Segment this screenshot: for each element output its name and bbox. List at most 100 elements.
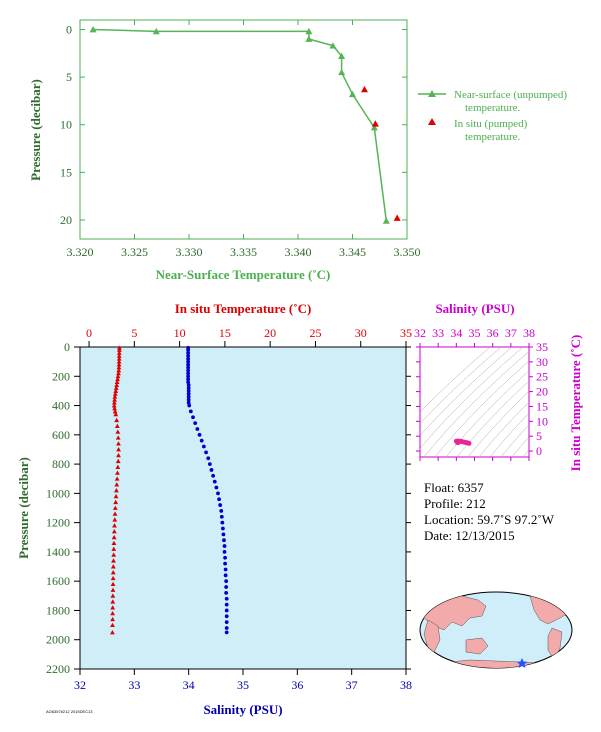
float-number: Float: 6357	[424, 480, 484, 495]
pressure-tick-label: 2200	[46, 662, 70, 676]
temperature-point	[111, 540, 117, 546]
top-y-tick-label: 20	[60, 213, 72, 227]
ts-y-tick-label: 15	[536, 399, 548, 413]
temperature-point	[116, 362, 122, 367]
top-y-tick-label: 15	[60, 165, 72, 179]
density-contour	[445, 370, 529, 457]
ts-x-tick-label: 37	[505, 326, 517, 340]
density-contour	[434, 360, 529, 457]
temperature-tick-label: 0	[86, 326, 92, 340]
salinity-point	[195, 427, 200, 431]
temperature-point	[110, 587, 116, 592]
unpumped-temperature-point	[329, 42, 337, 49]
salinity-tick-label: 34	[183, 678, 195, 692]
salinity-point	[223, 573, 228, 578]
pumped-temperature-point	[371, 120, 379, 127]
temperature-point	[114, 488, 119, 493]
salinity-point	[220, 526, 225, 531]
top-x-tick-label: 3.325	[121, 245, 148, 259]
temperature-ticks: 0 5 10 15 20 25 30 35	[86, 326, 412, 347]
temperature-point	[114, 423, 120, 428]
top-x-tick-label: 3.350	[394, 245, 421, 259]
temperature-point	[116, 441, 121, 446]
salinity-tick-label: 33	[128, 678, 140, 692]
pumped-temperature-point	[393, 214, 401, 221]
salinity-point	[186, 348, 191, 352]
salinity-point	[224, 614, 229, 619]
pressure-tick-label: 2000	[46, 633, 70, 647]
temperature-point	[115, 373, 121, 379]
salinity-point	[224, 596, 229, 601]
salinity-point	[188, 409, 193, 414]
top-x-tick-label: 3.340	[285, 245, 312, 259]
temperature-point	[116, 347, 122, 352]
pressure-tick-label: 1800	[46, 603, 70, 617]
profile-y-axis-label: Pressure (decibar)	[16, 457, 31, 559]
density-contour	[500, 424, 529, 457]
salinity-point	[186, 359, 191, 364]
ts-point	[465, 440, 471, 446]
temperature-point	[116, 368, 122, 373]
salinity-point	[224, 626, 229, 630]
temperature-point	[115, 435, 121, 440]
salinity-axis-label: Salinity (PSU)	[203, 702, 282, 717]
pumped-temperature-point	[360, 86, 368, 93]
temperature-point	[115, 458, 121, 464]
density-contour	[456, 380, 529, 457]
ts-y-tick-label: 35	[536, 340, 548, 354]
temperature-point	[110, 593, 116, 598]
temperature-point	[116, 447, 121, 452]
salinity-point	[222, 550, 227, 554]
temperature-tick-label: 10	[174, 326, 186, 340]
temperature-point	[112, 406, 117, 411]
temperature-point	[110, 581, 116, 587]
profile-chart: 0 5 10 15 20 25 30 35 32 33 34 35 36 37 38 0 200 400 600…	[16, 301, 412, 717]
ts-y-tick-label: 30	[536, 355, 548, 369]
top-plot-frame	[79, 19, 408, 240]
salinity-point	[214, 485, 219, 490]
temperature-point	[116, 365, 122, 370]
top-x-tick-label: 3.335	[230, 245, 257, 259]
temperature-point	[112, 511, 118, 516]
density-contour	[420, 347, 524, 449]
salinity-point	[219, 514, 224, 519]
temperature-point	[111, 403, 117, 408]
unpumped-temperature-point	[370, 124, 378, 131]
profile-series	[110, 345, 229, 635]
salinity-point	[212, 479, 217, 484]
top-x-ticks: 3.320 3.325 3.330 3.335 3.340 3.345 3.350	[67, 20, 421, 259]
temperature-point	[113, 493, 119, 499]
temperature-point	[110, 599, 116, 604]
float-location: Location: 59.7˚S 97.2˚W	[424, 512, 554, 527]
salinity-point	[211, 473, 216, 478]
salinity-point	[186, 380, 191, 385]
profile-number: Profile: 212	[424, 496, 486, 511]
near-surface-chart: 3.320 3.325 3.330 3.335 3.340 3.345 3.350 0 5 10…	[28, 19, 570, 282]
salinity-point	[224, 608, 229, 613]
salinity-point	[186, 386, 191, 390]
temperature-point	[113, 385, 119, 390]
temperature-point	[110, 622, 115, 628]
legend-label-unpumped: Near-surface (unpumped) temperature.	[454, 89, 570, 114]
salinity-point	[186, 356, 191, 361]
salinity-point	[222, 538, 226, 543]
salinity-tick-label: 37	[346, 678, 358, 692]
ts-y-tick-label: 25	[536, 370, 548, 384]
temperature-point	[116, 353, 122, 358]
temperature-point	[112, 400, 117, 405]
temperature-point	[112, 505, 118, 510]
pressure-tick-label: 400	[52, 399, 70, 413]
legend-label-pumped: In situ (pumped) temperature.	[454, 118, 530, 143]
temperature-point	[116, 452, 121, 458]
unpumped-temperature-point	[338, 52, 346, 59]
salinity-point	[186, 365, 191, 370]
ts-points	[453, 438, 472, 446]
salinity-point	[221, 532, 226, 537]
temperature-point	[112, 517, 118, 522]
temperature-tick-label: 30	[355, 326, 367, 340]
pressure-tick-label: 1200	[46, 516, 70, 530]
temperature-point	[115, 376, 120, 382]
temperature-point	[110, 616, 115, 622]
temperature-point	[116, 356, 122, 361]
salinity-point	[186, 362, 191, 367]
